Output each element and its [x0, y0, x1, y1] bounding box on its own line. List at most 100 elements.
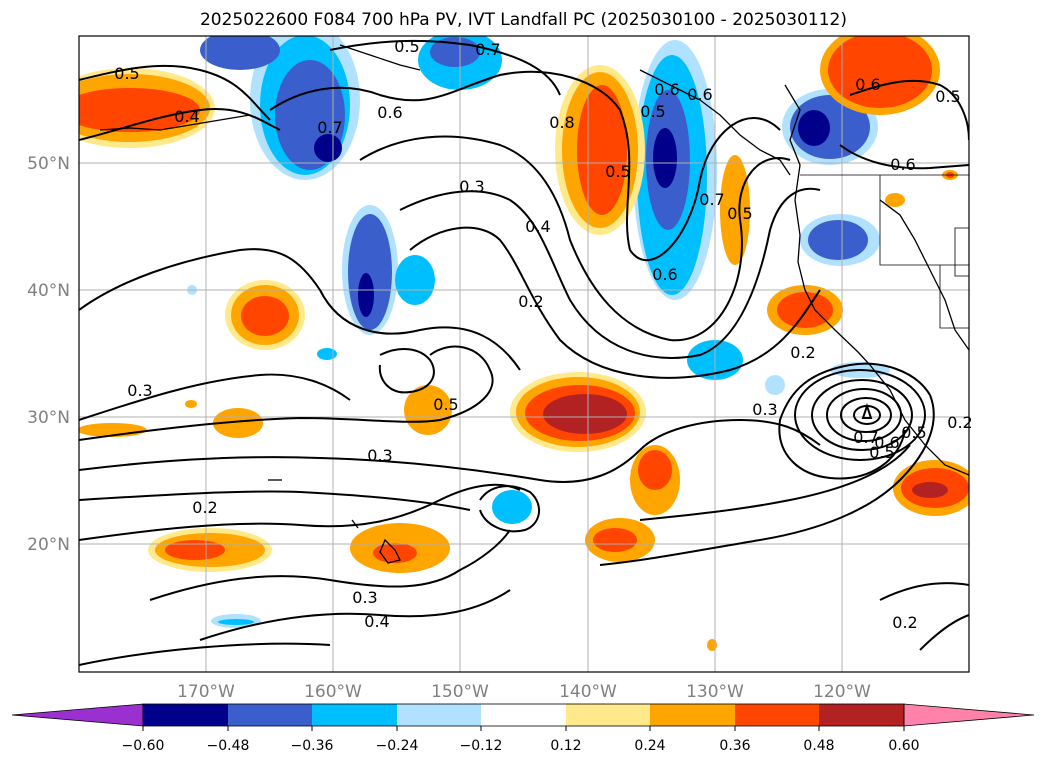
pv-shading-layer	[79, 36, 969, 672]
map-frame	[78, 35, 970, 673]
colorbar-segment	[228, 704, 312, 726]
contour-label: 0.8	[549, 113, 574, 132]
pos-anomaly	[373, 543, 417, 563]
colorbar-extend-low	[11, 703, 144, 727]
neg-anomaly	[653, 128, 677, 188]
contour-label: 0.2	[892, 613, 917, 632]
contour-line	[79, 483, 521, 541]
lon-tick-label: 140°W	[559, 682, 617, 702]
contour-label: 0.6	[890, 155, 915, 174]
state-border	[939, 265, 969, 329]
contour-line	[149, 529, 511, 601]
pos-anomaly	[213, 408, 263, 438]
pos-anomaly	[577, 85, 627, 215]
colorbar-tick-label: 0.60	[888, 738, 919, 754]
contour-label: 0.2	[518, 292, 543, 311]
pos-anomaly	[79, 88, 200, 132]
contour-line	[849, 79, 969, 141]
lat-tick-label: 50°N	[27, 154, 70, 174]
contour-line	[639, 444, 911, 521]
colorbar-tick-label: 0.24	[634, 738, 665, 754]
contour-line	[79, 248, 521, 371]
contour-line	[378, 348, 435, 394]
pos-anomaly	[543, 394, 627, 434]
contour-line	[919, 614, 969, 651]
contour-line	[79, 490, 471, 511]
lat-tick-label: 30°N	[27, 408, 70, 428]
contour-line	[199, 589, 511, 641]
colorbar-segment	[819, 704, 904, 726]
alaska-peninsula	[339, 44, 421, 71]
pos-anomaly	[777, 292, 833, 328]
colorbar-tick-label: −0.48	[207, 738, 250, 754]
contour-line	[79, 345, 494, 441]
neg-anomaly	[358, 273, 374, 317]
contour-line	[839, 144, 969, 170]
lon-tick-label: 120°W	[813, 682, 871, 702]
map-panel: 0.5 0.4 0.5 0.7 0.7 0.6 0.3 0.4 0.8 0.5 …	[78, 35, 973, 673]
contour-line	[479, 485, 540, 533]
contour-line	[79, 64, 271, 121]
lat-tick-label: 40°N	[27, 281, 70, 301]
neg-anomaly	[808, 220, 868, 260]
political-borders	[800, 174, 969, 329]
contour-label: 0.5	[935, 87, 960, 106]
contour-line	[879, 582, 969, 601]
contour-label: 0.6	[652, 265, 677, 284]
baja-coast	[879, 199, 969, 351]
positive-anomaly-shading	[79, 36, 969, 651]
contour-line	[409, 226, 821, 379]
coastlines	[99, 44, 969, 564]
contour-label: 0.3	[352, 588, 377, 607]
contour-label: 0.6	[855, 75, 880, 94]
contour-line	[79, 373, 351, 421]
colorbar-tick-label: 0.36	[719, 738, 750, 754]
colorbar-ticks	[142, 726, 905, 731]
neg-anomaly	[317, 348, 337, 360]
contour-label: 0.2	[192, 498, 217, 517]
colorbar-tick-label: −0.24	[376, 738, 419, 754]
contour-label: 0.3	[127, 381, 152, 400]
colorbar-frame	[142, 703, 905, 727]
longitude-labels: 170°W 160°W 150°W 140°W 130°W 120°W	[177, 682, 871, 702]
state-border	[879, 175, 969, 266]
contour-label: 0.4	[364, 612, 389, 631]
contour-label: 0.5	[901, 423, 926, 442]
colorbar-segment	[566, 704, 650, 726]
colorbar-tick-label: −0.60	[122, 738, 165, 754]
neg-anomaly	[798, 110, 830, 146]
colorbar-tick-label: 0.48	[803, 738, 834, 754]
contour-label: 0.2	[947, 413, 972, 432]
latitude-labels: 20°N 30°N 40°N 50°N	[27, 154, 70, 555]
contour-label: 0.5	[114, 64, 139, 83]
west-coast-na	[784, 84, 969, 476]
colorbar-tick-label: −0.36	[291, 738, 334, 754]
pos-anomaly	[165, 540, 225, 560]
lon-tick-label: 150°W	[431, 682, 489, 702]
contour-line	[79, 108, 281, 141]
pos-anomaly	[828, 36, 932, 108]
contour-label: 0.4	[174, 107, 199, 126]
neg-anomaly	[314, 134, 342, 162]
pos-anomaly	[185, 400, 197, 408]
contour-line	[79, 642, 331, 666]
contour-label: 0.4	[525, 217, 550, 236]
cyclone-contour	[826, 388, 902, 442]
colorbar: −0.60 −0.48 −0.36 −0.24 −0.12 0.12 0.24 …	[11, 703, 1035, 754]
contour-label: 0.5	[640, 102, 665, 121]
cyclone-contour	[840, 397, 892, 433]
graticule	[79, 36, 969, 672]
pos-anomaly	[912, 482, 948, 498]
colorbar-segment	[143, 704, 228, 726]
contour-label: 0.6	[654, 80, 679, 99]
lon-tick-label: 170°W	[177, 682, 235, 702]
contour-label: 0.3	[752, 400, 777, 419]
lat-tick-label: 20°N	[27, 535, 70, 555]
neg-anomaly	[765, 375, 785, 395]
contour-line	[399, 187, 821, 359]
neg-anomaly	[200, 36, 280, 70]
contour-label: 0.6	[874, 433, 899, 452]
state-border	[954, 227, 969, 277]
colorbar-segment	[312, 704, 397, 726]
